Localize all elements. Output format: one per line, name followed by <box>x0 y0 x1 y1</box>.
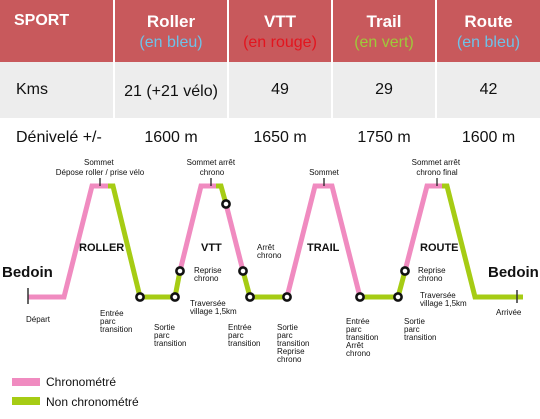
cell-denivele-route: 1600 m <box>436 118 540 158</box>
legend-label-untimed: Non chronométré <box>46 395 139 409</box>
row-label-kms: Kms <box>0 62 115 118</box>
vtt-summit <box>216 183 229 205</box>
checkpoint-sortie1 <box>170 292 180 302</box>
legend: Chronométré Non chronométré <box>12 375 139 409</box>
reprise1-label: Reprise chrono <box>194 266 224 283</box>
end-label: Bedoin <box>488 264 539 281</box>
header-roller-sub: (en bleu) <box>139 34 203 51</box>
header-vtt-sub: (en rouge) <box>243 34 317 51</box>
course-profile-diagram: Bedoin Bedoin Départ Arrivée ROLLER VTT … <box>2 158 539 409</box>
reprise2-label: Reprise chrono <box>418 266 448 283</box>
summit-ticks <box>99 178 438 186</box>
route-up <box>402 183 442 272</box>
header-route: Route (en bleu) <box>436 0 540 62</box>
checkpoint-vtt-summit <box>221 199 231 209</box>
traversee2-label: Traversée village 1,5km <box>420 291 467 308</box>
table-row-kms: Kms 21 (+21 vélo) 49 29 42 <box>0 62 540 118</box>
roller-top-label: Sommet Dépose roller / prise vélo <box>56 158 145 177</box>
checkpoint-arret1 <box>238 266 248 276</box>
legend-swatch-timed <box>12 378 40 386</box>
checkpoint-reprise2 <box>400 266 410 276</box>
entree2-label: Entrée parc transition <box>228 323 260 348</box>
route-top-label: Sommet arrêt chrono final <box>412 158 463 177</box>
vtt-top-label: Sommet arrêt chrono <box>187 158 238 177</box>
checkpoint-entree2 <box>245 292 255 302</box>
segment-vtt: VTT <box>201 242 222 254</box>
header-route-sub: (en bleu) <box>456 34 521 51</box>
legend-swatch-untimed <box>12 397 40 405</box>
cell-kms-route: 42 <box>436 62 540 118</box>
arrivee-label: Arrivée <box>496 308 522 317</box>
segment-route: ROUTE <box>420 242 459 254</box>
vtt-down <box>223 203 246 272</box>
checkpoints <box>135 199 410 302</box>
segment-roller: ROLLER <box>79 242 124 254</box>
legend-label-timed: Chronométré <box>46 375 116 389</box>
cell-kms-trail: 29 <box>332 62 437 118</box>
checkpoint-sortie3 <box>393 292 403 302</box>
header-trail-sub: (en vert) <box>354 34 414 51</box>
cell-kms-roller: 21 (+21 vélo) <box>114 62 229 118</box>
traversee1-label: Traversée village 1,5km <box>190 299 237 316</box>
header-vtt: VTT (en rouge) <box>228 0 333 62</box>
route-down <box>442 183 523 300</box>
header-trail-name: Trail <box>366 12 402 31</box>
depart-label: Départ <box>26 315 51 324</box>
entree1-label: Entrée parc transition <box>100 309 132 334</box>
sports-table: SPORT Roller (en bleu) VTT (en rouge) Tr… <box>0 0 540 158</box>
table-row-denivele: Dénivelé +/- 1600 m 1650 m 1750 m 1600 m <box>0 118 540 158</box>
segment-trail: TRAIL <box>307 242 340 254</box>
checkpoint-entree3 <box>355 292 365 302</box>
trail-top-label: Sommet <box>309 168 340 177</box>
arret1-label: Arrêt chrono <box>257 243 282 260</box>
cell-denivele-roller: 1600 m <box>114 118 229 158</box>
header-trail: Trail (en vert) <box>332 0 437 62</box>
vtt-up <box>177 183 216 272</box>
header-sport: SPORT <box>0 0 115 62</box>
start-label: Bedoin <box>2 264 53 281</box>
checkpoint-sortie2 <box>282 292 292 302</box>
checkpoint-entree1 <box>135 292 145 302</box>
header-vtt-name: VTT <box>263 12 297 31</box>
table-header-row: SPORT Roller (en bleu) VTT (en rouge) Tr… <box>0 0 540 62</box>
header-roller-name: Roller <box>146 12 196 31</box>
cell-kms-vtt: 49 <box>228 62 333 118</box>
header-roller: Roller (en bleu) <box>114 0 229 62</box>
header-route-name: Route <box>464 12 513 31</box>
row-label-denivele: Dénivelé +/- <box>0 118 115 158</box>
cell-denivele-vtt: 1650 m <box>228 118 333 158</box>
sortie1-label: Sortie parc transition <box>154 323 186 348</box>
sortie3-label: Sortie parc transition <box>404 317 436 342</box>
cell-denivele-trail: 1750 m <box>332 118 437 158</box>
entree3-label: Entrée parc transition Arrêt chrono <box>346 317 381 358</box>
checkpoint-reprise1 <box>175 266 185 276</box>
sortie2-label: Sortie parc transition Reprise chrono <box>277 323 312 364</box>
